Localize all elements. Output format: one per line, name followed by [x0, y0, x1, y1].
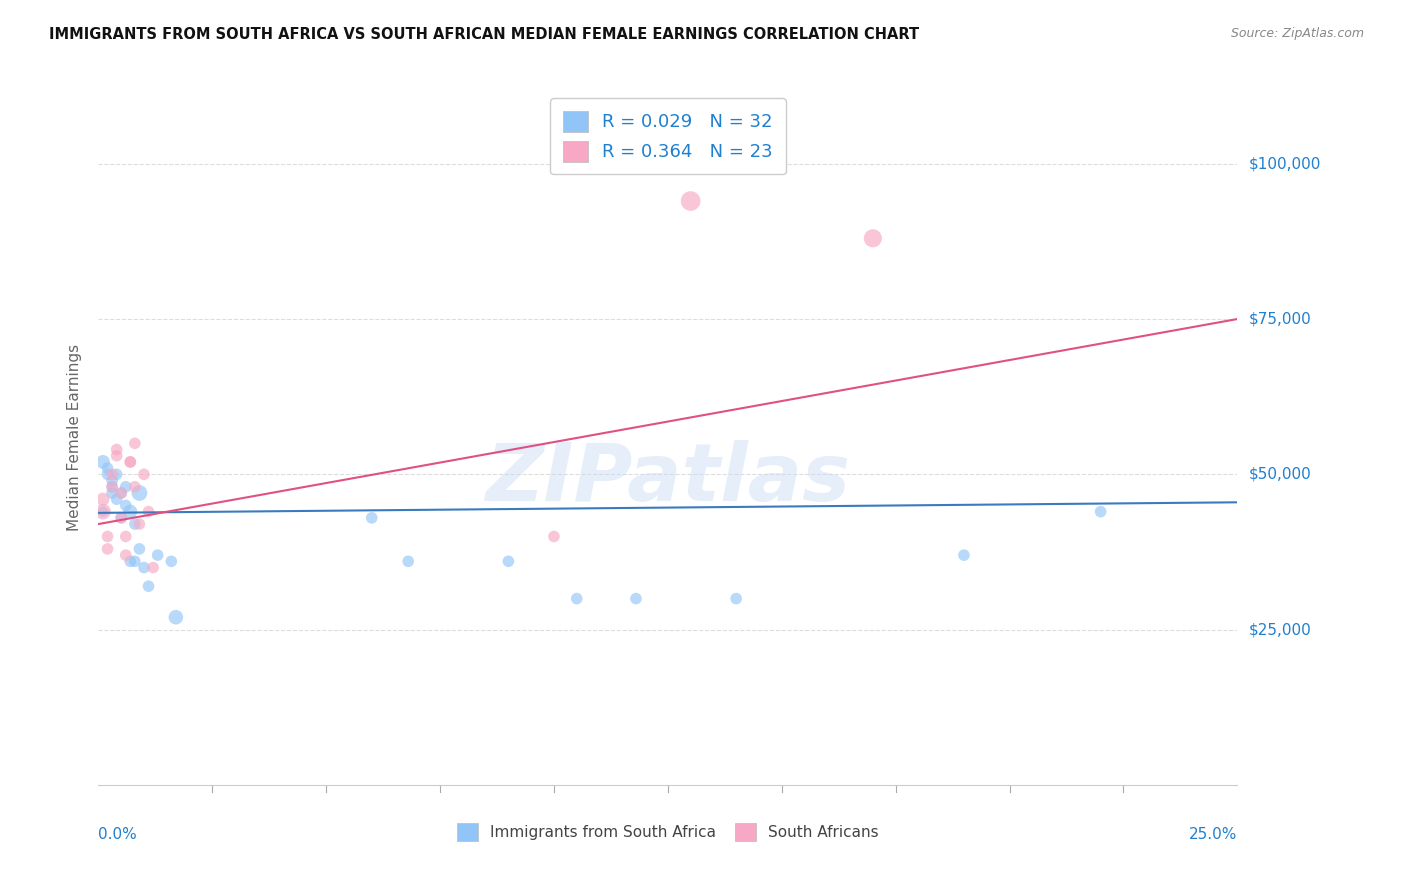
Text: 0.0%: 0.0%	[98, 827, 138, 842]
Point	[120, 554, 142, 568]
Point	[124, 436, 146, 450]
Point	[543, 529, 565, 543]
Point	[624, 591, 647, 606]
Text: $75,000: $75,000	[1249, 311, 1312, 326]
Point	[105, 449, 128, 463]
Point	[128, 516, 150, 531]
Point	[1090, 505, 1112, 519]
Point	[498, 554, 520, 568]
Point	[725, 591, 748, 606]
Point	[91, 505, 114, 519]
Point	[124, 554, 146, 568]
Point	[101, 486, 124, 500]
Point	[132, 560, 155, 574]
Point	[96, 461, 118, 475]
Point	[101, 467, 124, 482]
Point	[114, 480, 136, 494]
Point	[91, 505, 114, 519]
Point	[91, 492, 114, 507]
Point	[165, 610, 187, 624]
Point	[110, 486, 132, 500]
Point	[114, 529, 136, 543]
Point	[124, 516, 146, 531]
Point	[114, 548, 136, 562]
Point	[360, 511, 382, 525]
Point	[110, 511, 132, 525]
Text: 25.0%: 25.0%	[1189, 827, 1237, 842]
Point	[953, 548, 976, 562]
Point	[132, 467, 155, 482]
Point	[396, 554, 419, 568]
Y-axis label: Median Female Earnings: Median Female Earnings	[67, 343, 83, 531]
Point	[120, 505, 142, 519]
Point	[146, 548, 169, 562]
Point	[105, 467, 128, 482]
Point	[96, 467, 118, 482]
Text: $50,000: $50,000	[1249, 467, 1312, 482]
Point	[110, 511, 132, 525]
Point	[110, 486, 132, 500]
Point	[128, 541, 150, 556]
Point	[565, 591, 588, 606]
Point	[128, 486, 150, 500]
Text: $100,000: $100,000	[1249, 156, 1320, 171]
Point	[114, 499, 136, 513]
Point	[120, 455, 142, 469]
Point	[101, 480, 124, 494]
Legend: Immigrants from South Africa, South Africans: Immigrants from South Africa, South Afri…	[451, 817, 884, 847]
Point	[96, 541, 118, 556]
Point	[160, 554, 183, 568]
Point	[105, 492, 128, 507]
Point	[91, 455, 114, 469]
Point	[679, 194, 702, 208]
Text: Source: ZipAtlas.com: Source: ZipAtlas.com	[1230, 27, 1364, 40]
Text: $25,000: $25,000	[1249, 622, 1312, 637]
Point	[138, 505, 160, 519]
Point	[138, 579, 160, 593]
Point	[124, 480, 146, 494]
Point	[120, 455, 142, 469]
Text: ZIPatlas: ZIPatlas	[485, 440, 851, 518]
Point	[101, 474, 124, 488]
Point	[96, 529, 118, 543]
Point	[101, 480, 124, 494]
Point	[105, 442, 128, 457]
Text: IMMIGRANTS FROM SOUTH AFRICA VS SOUTH AFRICAN MEDIAN FEMALE EARNINGS CORRELATION: IMMIGRANTS FROM SOUTH AFRICA VS SOUTH AF…	[49, 27, 920, 42]
Point	[142, 560, 165, 574]
Point	[862, 231, 884, 245]
